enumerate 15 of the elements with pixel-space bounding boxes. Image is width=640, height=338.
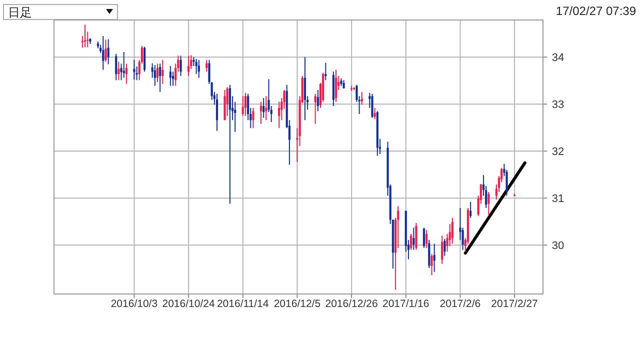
y-tick-label: 32 (552, 146, 564, 158)
y-tick-label: 34 (552, 52, 564, 64)
y-tick-label: 33 (552, 99, 564, 112)
x-tick-label: 2017/1/16 (382, 298, 430, 310)
x-tick-label: 2017/2/27 (491, 298, 538, 310)
x-tick-label: 2017/2/6 (440, 298, 481, 310)
x-tick-label: 2016/11/14 (216, 298, 269, 310)
x-tick-label: 2016/12/26 (325, 298, 378, 310)
y-tick-label: 30 (552, 240, 564, 252)
x-tick-label: 2016/12/5 (274, 298, 321, 310)
y-tick-label: 31 (552, 193, 564, 206)
text: 17/02/27 07:39 (556, 4, 636, 18)
chart-title: 日足 (8, 6, 32, 20)
x-tick-label: 2016/10/3 (110, 298, 158, 310)
x-tick-label: 2016/10/24 (162, 298, 215, 310)
